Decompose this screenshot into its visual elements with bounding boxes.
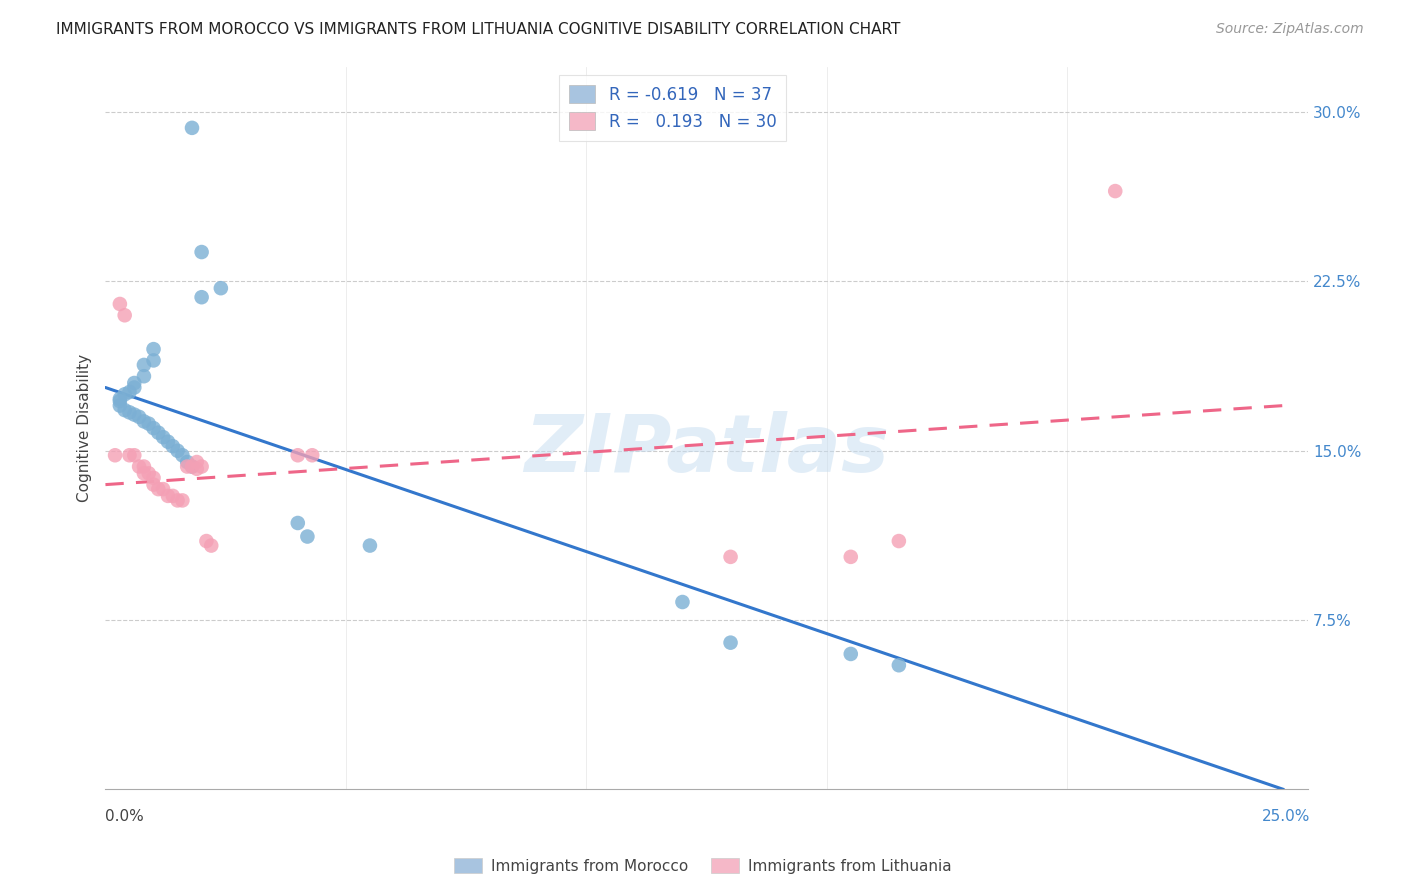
- Point: [114, 403, 136, 417]
- Point: [142, 353, 165, 368]
- Point: [720, 549, 742, 564]
- Point: [195, 534, 218, 549]
- Point: [124, 448, 146, 462]
- Point: [152, 430, 174, 444]
- Point: [124, 376, 146, 390]
- Point: [142, 477, 165, 491]
- Point: [152, 482, 174, 496]
- Point: [132, 358, 155, 372]
- Point: [142, 342, 165, 356]
- Point: [138, 417, 160, 431]
- Point: [166, 443, 188, 458]
- Point: [176, 459, 198, 474]
- Point: [148, 425, 170, 440]
- Point: [108, 399, 131, 413]
- Text: 0.0%: 0.0%: [105, 809, 145, 824]
- Point: [162, 489, 184, 503]
- Text: 25.0%: 25.0%: [1263, 809, 1310, 824]
- Point: [132, 414, 155, 428]
- Point: [839, 647, 862, 661]
- Point: [166, 493, 188, 508]
- Point: [287, 448, 309, 462]
- Point: [114, 308, 136, 322]
- Point: [108, 392, 131, 406]
- Point: [104, 448, 127, 462]
- Point: [297, 530, 319, 544]
- Point: [108, 297, 131, 311]
- Point: [209, 281, 232, 295]
- Point: [186, 455, 208, 469]
- Point: [118, 448, 141, 462]
- Legend: Immigrants from Morocco, Immigrants from Lithuania: Immigrants from Morocco, Immigrants from…: [449, 852, 957, 880]
- Point: [190, 459, 212, 474]
- Point: [190, 245, 212, 260]
- Legend: R = -0.619   N = 37, R =   0.193   N = 30: R = -0.619 N = 37, R = 0.193 N = 30: [558, 75, 786, 141]
- Point: [186, 462, 208, 476]
- Point: [181, 120, 204, 135]
- Point: [132, 369, 155, 384]
- Point: [142, 471, 165, 485]
- Point: [181, 459, 204, 474]
- Point: [128, 459, 150, 474]
- Point: [118, 385, 141, 400]
- Point: [287, 516, 309, 530]
- Point: [148, 482, 170, 496]
- Point: [172, 493, 194, 508]
- Point: [200, 539, 222, 553]
- Point: [142, 421, 165, 435]
- Point: [156, 434, 179, 449]
- Text: IMMIGRANTS FROM MOROCCO VS IMMIGRANTS FROM LITHUANIA COGNITIVE DISABILITY CORREL: IMMIGRANTS FROM MOROCCO VS IMMIGRANTS FR…: [56, 22, 901, 37]
- Point: [1104, 184, 1126, 198]
- Point: [887, 658, 910, 673]
- Point: [190, 290, 212, 304]
- Point: [359, 539, 381, 553]
- Point: [124, 380, 146, 394]
- Text: Source: ZipAtlas.com: Source: ZipAtlas.com: [1216, 22, 1364, 37]
- Point: [118, 405, 141, 419]
- Point: [128, 409, 150, 424]
- Point: [181, 459, 204, 474]
- Point: [301, 448, 323, 462]
- Point: [887, 534, 910, 549]
- Point: [839, 549, 862, 564]
- Point: [132, 467, 155, 481]
- Point: [720, 635, 742, 649]
- Y-axis label: Cognitive Disability: Cognitive Disability: [76, 354, 91, 502]
- Text: ZIPatlas: ZIPatlas: [524, 411, 889, 489]
- Point: [176, 455, 198, 469]
- Point: [138, 467, 160, 481]
- Point: [162, 439, 184, 453]
- Point: [172, 448, 194, 462]
- Point: [156, 489, 179, 503]
- Point: [132, 459, 155, 474]
- Point: [124, 408, 146, 422]
- Point: [114, 387, 136, 401]
- Point: [671, 595, 693, 609]
- Point: [108, 394, 131, 409]
